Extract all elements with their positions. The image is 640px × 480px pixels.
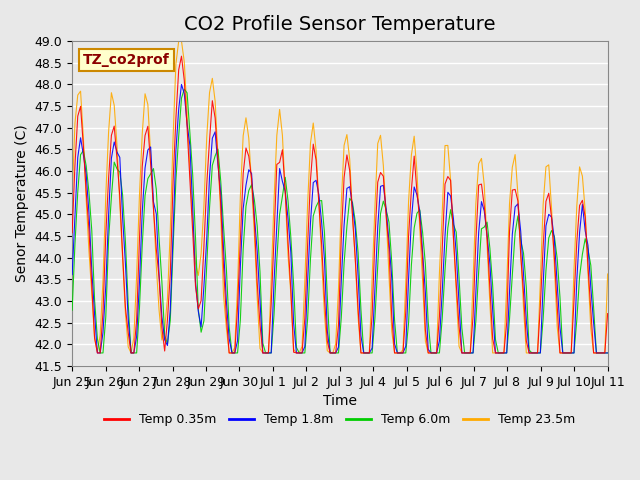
- Temp 0.35m: [290, 349, 298, 355]
- Title: CO2 Profile Sensor Temperature: CO2 Profile Sensor Temperature: [184, 15, 495, 34]
- Temp 23.5m: [410, 133, 418, 139]
- Temp 6.0m: [180, 86, 188, 92]
- Temp 0.35m: [93, 350, 101, 356]
- Temp 23.5m: [380, 163, 387, 168]
- Temp 23.5m: [127, 350, 135, 356]
- Temp 0.35m: [68, 230, 76, 236]
- Temp 6.0m: [410, 225, 418, 231]
- Text: TZ_co2prof: TZ_co2prof: [83, 53, 170, 67]
- Temp 1.8m: [136, 280, 143, 286]
- Temp 23.5m: [290, 347, 298, 352]
- Temp 23.5m: [296, 350, 303, 356]
- Temp 1.8m: [290, 321, 298, 326]
- Temp 23.5m: [604, 271, 611, 277]
- Temp 6.0m: [380, 198, 387, 204]
- Line: Temp 0.35m: Temp 0.35m: [72, 56, 607, 353]
- Temp 0.35m: [136, 238, 143, 243]
- Temp 23.5m: [343, 132, 351, 137]
- Temp 0.35m: [604, 311, 611, 316]
- Temp 1.8m: [410, 184, 418, 190]
- Temp 23.5m: [68, 194, 76, 200]
- Temp 1.8m: [296, 350, 303, 356]
- X-axis label: Time: Time: [323, 394, 357, 408]
- Temp 1.8m: [604, 350, 611, 356]
- Temp 6.0m: [604, 350, 611, 356]
- Temp 6.0m: [136, 306, 143, 312]
- Temp 1.8m: [380, 182, 387, 188]
- Temp 1.8m: [93, 350, 101, 356]
- Temp 6.0m: [68, 307, 76, 313]
- Line: Temp 23.5m: Temp 23.5m: [72, 41, 607, 353]
- Temp 23.5m: [136, 193, 143, 199]
- Temp 6.0m: [296, 350, 303, 356]
- Line: Temp 6.0m: Temp 6.0m: [72, 89, 607, 353]
- Y-axis label: Senor Temperature (C): Senor Temperature (C): [15, 125, 29, 282]
- Temp 1.8m: [178, 82, 186, 87]
- Temp 0.35m: [178, 53, 186, 59]
- Temp 6.0m: [343, 223, 351, 229]
- Temp 0.35m: [343, 152, 351, 158]
- Temp 0.35m: [380, 173, 387, 179]
- Temp 0.35m: [296, 350, 303, 356]
- Line: Temp 1.8m: Temp 1.8m: [72, 84, 607, 353]
- Temp 23.5m: [175, 38, 182, 44]
- Temp 6.0m: [290, 282, 298, 288]
- Legend: Temp 0.35m, Temp 1.8m, Temp 6.0m, Temp 23.5m: Temp 0.35m, Temp 1.8m, Temp 6.0m, Temp 2…: [99, 408, 580, 431]
- Temp 1.8m: [68, 272, 76, 277]
- Temp 0.35m: [410, 153, 418, 159]
- Temp 1.8m: [343, 186, 351, 192]
- Temp 6.0m: [97, 350, 104, 356]
